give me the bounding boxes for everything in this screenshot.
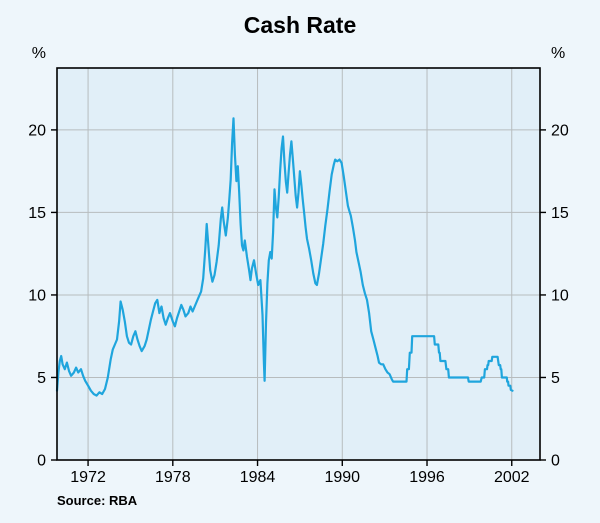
x-tick-label: 1990	[324, 469, 360, 486]
x-tick-label: 2002	[494, 469, 530, 486]
y-tick-label-right: 20	[551, 122, 569, 139]
cash-rate-line	[55, 117, 514, 397]
y-tick-label-right: 5	[551, 370, 560, 387]
x-tick-label: 1996	[409, 469, 445, 486]
y-tick-label-left: 0	[37, 453, 46, 470]
x-tick-label: 1984	[240, 469, 276, 486]
x-tick-label: 1978	[155, 469, 191, 486]
y-tick-label-left: 10	[28, 287, 46, 304]
x-tick-label: 1972	[70, 469, 106, 486]
y-tick-label-left: 15	[28, 205, 46, 222]
y-tick-label-right: 10	[551, 287, 569, 304]
chart-title: Cash Rate	[243, 12, 357, 38]
y-tick-label-right: 15	[551, 205, 569, 222]
y-tick-label-right: 0	[551, 453, 560, 470]
y-tick-label-left: 20	[28, 122, 46, 139]
plot-frame	[56, 67, 541, 461]
plot-panel	[57, 68, 540, 460]
y-axis-unit-left: %	[32, 45, 46, 62]
y-axis-unit-right: %	[551, 45, 565, 62]
y-tick-label-left: 5	[37, 370, 46, 387]
source-note: Source: RBA	[57, 493, 138, 508]
